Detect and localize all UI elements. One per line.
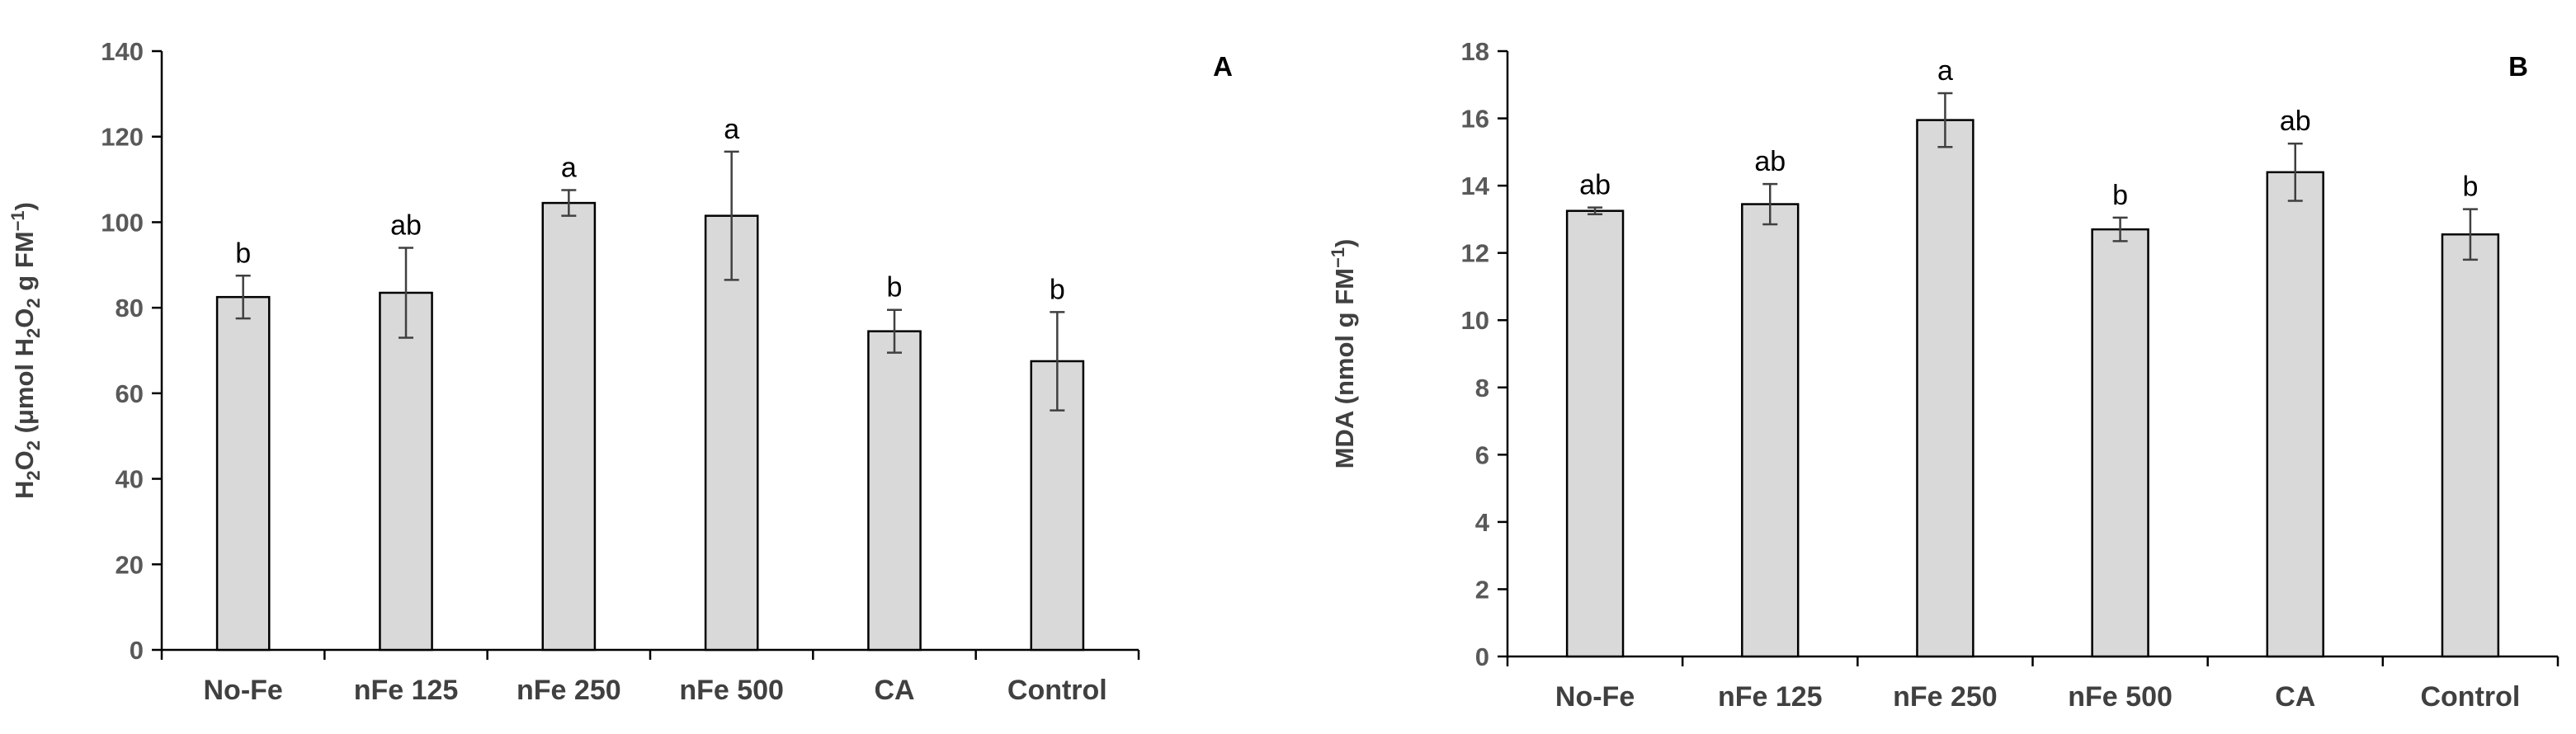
bar: [2266, 171, 2324, 658]
significance-letter: ab: [1754, 146, 1786, 177]
x-tick-label: nFe 500: [2068, 681, 2173, 713]
bar: [541, 201, 597, 652]
y-tick-label: 10: [1461, 306, 1489, 335]
panel-letter: B: [2508, 51, 2528, 82]
y-tick-label: 12: [1461, 239, 1489, 268]
y-tick-label: 80: [116, 294, 144, 322]
y-axis-title: H2O2 (μmol H2O2 g FM−1): [7, 202, 44, 499]
y-tick-label: 4: [1475, 508, 1490, 537]
bar: [867, 330, 922, 652]
y-tick-label: 0: [1475, 642, 1489, 671]
y-tick-label: 100: [101, 208, 144, 237]
significance-letter: b: [1050, 274, 1065, 305]
y-axis-title-part: ): [1330, 239, 1359, 247]
x-tick-label: No-Fe: [204, 675, 283, 706]
y-axis-title-part: 2: [23, 298, 44, 308]
y-axis-title-part: g FM: [10, 231, 39, 298]
x-tick-label: CA: [874, 675, 914, 706]
y-tick-label: 140: [101, 37, 144, 66]
y-axis-title-part: ): [10, 202, 39, 210]
x-tick-label: No-Fe: [1555, 681, 1635, 713]
y-tick-label: 0: [130, 636, 144, 665]
y-tick-label: 40: [116, 465, 144, 494]
x-tick-label: Control: [1007, 675, 1107, 706]
y-axis-title-part: 2: [23, 440, 44, 450]
y-axis-title-part: MDA (nmol g FM: [1330, 268, 1359, 468]
bar: [2091, 228, 2149, 658]
y-tick-label: 20: [116, 550, 144, 579]
x-tick-label: nFe 125: [1718, 681, 1823, 713]
y-tick-label: 2: [1475, 575, 1489, 604]
y-axis-title-part: 2: [23, 328, 44, 338]
y-axis-title-part: H: [10, 481, 39, 499]
y-axis-title-part: (μmol H: [10, 338, 39, 440]
panel-letter: A: [1213, 51, 1233, 82]
significance-letter: a: [561, 153, 577, 184]
bar: [2441, 233, 2500, 658]
y-tick-label: 18: [1461, 37, 1489, 66]
significance-letter: ab: [390, 210, 422, 242]
y-axis-title-part: −1: [7, 210, 28, 231]
significance-letter: a: [1937, 55, 1953, 87]
bar: [1916, 119, 1974, 658]
y-axis-title-part: 2: [23, 470, 44, 480]
significance-letter: b: [235, 238, 251, 269]
y-tick-label: 60: [116, 379, 144, 408]
significance-letter: b: [2112, 180, 2128, 211]
chart-panel-b: 0 2 4 6 8 10 12 14 16 18 ab No-Fe ab nFe 125 a nFe 250 b…: [1328, 37, 2559, 713]
x-tick-label: Control: [2420, 681, 2520, 713]
x-tick-label: nFe 250: [1893, 681, 1998, 713]
y-tick-label: 14: [1461, 172, 1490, 200]
y-tick-label: 6: [1475, 440, 1489, 469]
y-axis-title-part: −1: [1328, 247, 1348, 268]
bar: [379, 291, 433, 652]
significance-letter: b: [2462, 172, 2478, 203]
bar: [704, 214, 759, 652]
significance-letter: a: [724, 114, 739, 145]
y-tick-label: 120: [101, 123, 144, 152]
significance-letter: b: [887, 272, 903, 303]
x-tick-label: CA: [2275, 681, 2315, 713]
significance-letter: ab: [1579, 170, 1611, 201]
y-axis-title-part: O: [10, 450, 39, 470]
y-tick-label: 16: [1461, 105, 1489, 134]
bar: [215, 295, 271, 652]
x-tick-label: nFe 500: [679, 675, 784, 706]
y-axis-title: MDA (nmol g FM−1): [1328, 239, 1359, 469]
significance-letter: ab: [2280, 106, 2311, 137]
y-tick-label: 8: [1475, 374, 1489, 402]
y-axis-title-part: O: [10, 308, 39, 328]
bar: [1565, 209, 1625, 658]
bar: [1741, 203, 1800, 658]
x-tick-label: nFe 250: [517, 675, 621, 706]
x-tick-label: nFe 125: [354, 675, 459, 706]
